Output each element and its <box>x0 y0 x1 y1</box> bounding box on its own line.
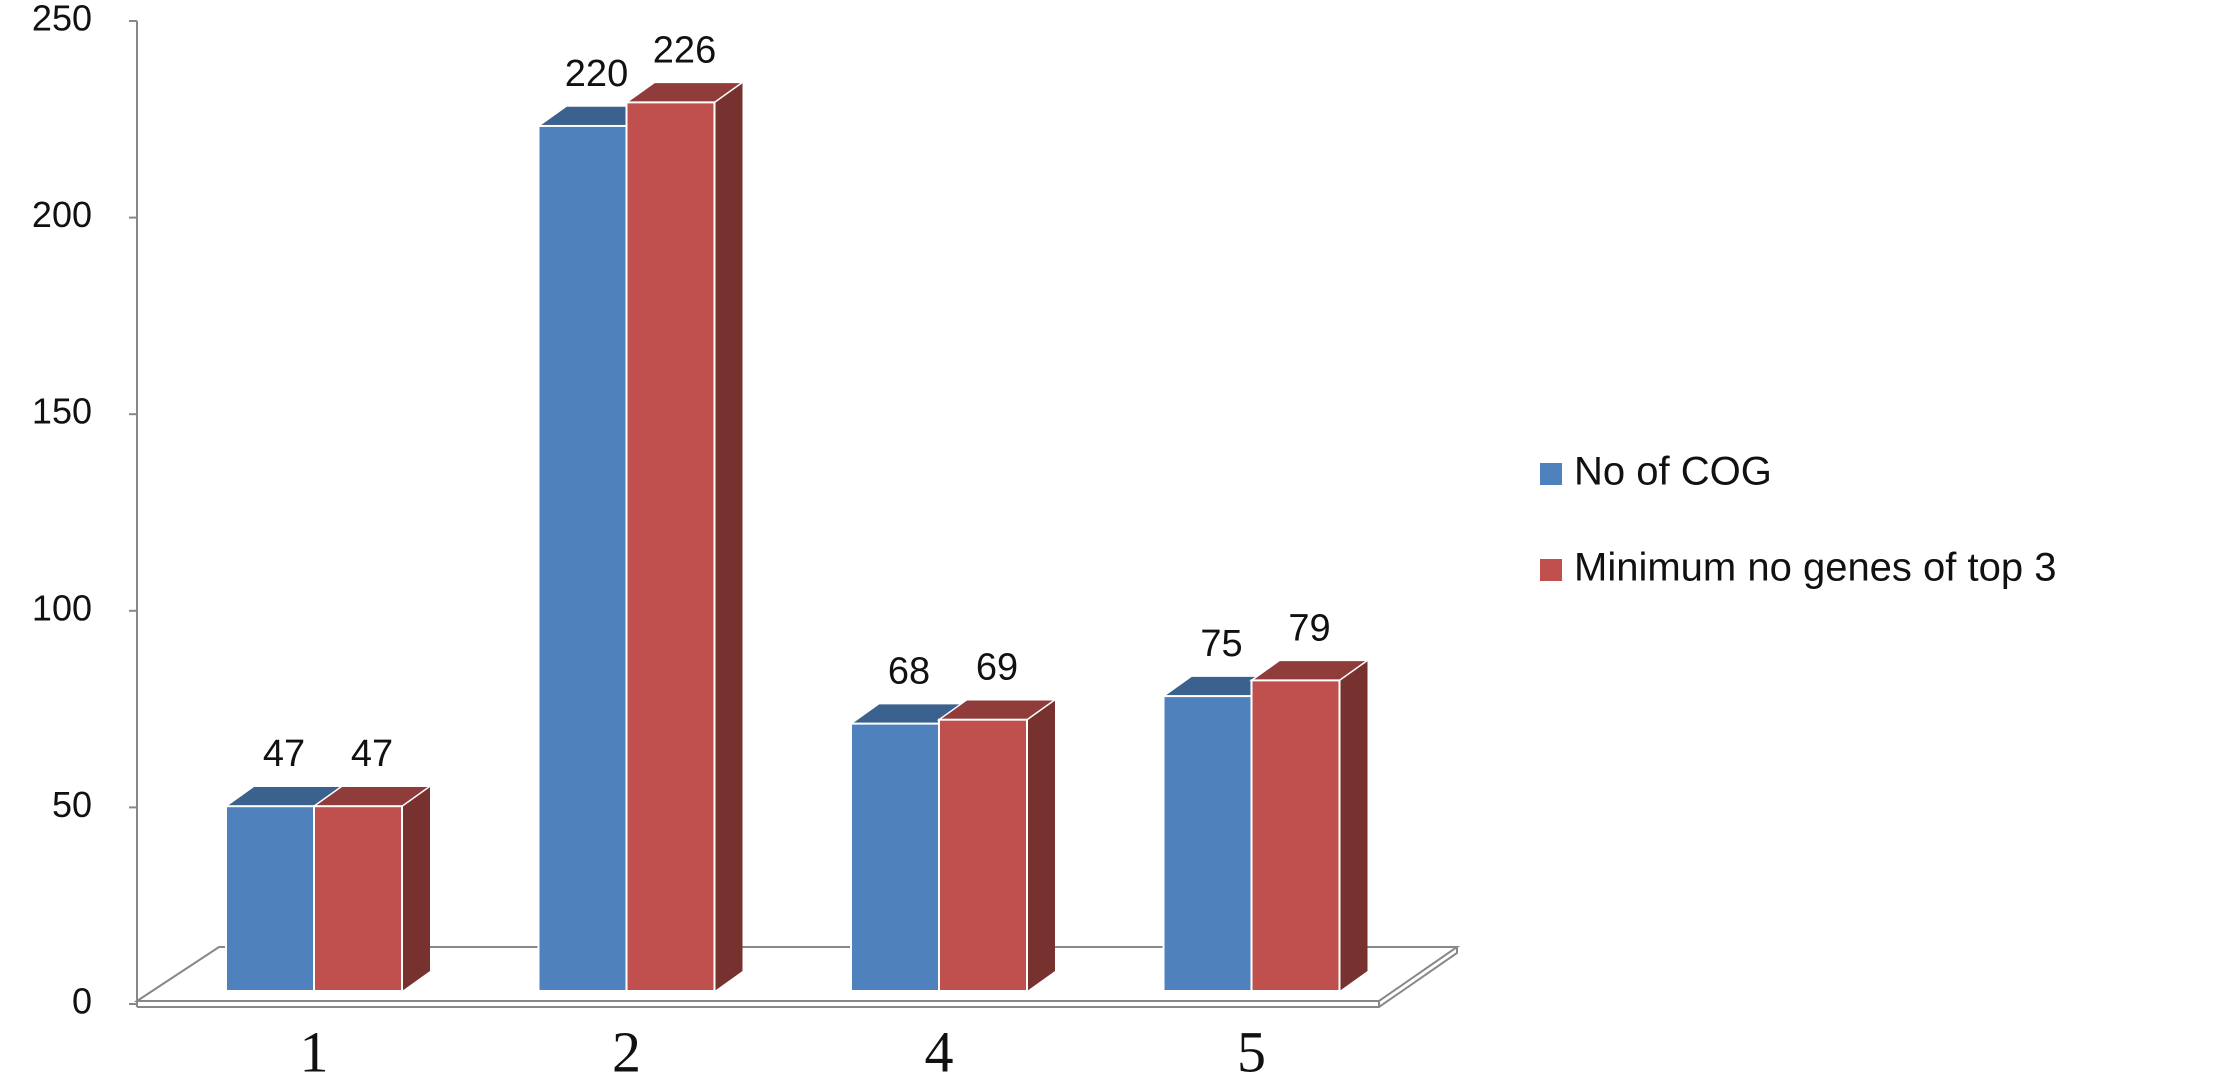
value-label: 79 <box>1288 607 1330 649</box>
value-label: 69 <box>976 647 1018 689</box>
value-label: 220 <box>565 53 628 95</box>
value-label: 75 <box>1200 623 1242 665</box>
value-label: 47 <box>351 733 393 775</box>
legend-label: Minimum no genes of top 3 <box>1574 546 2056 590</box>
y-tick-label: 200 <box>32 194 92 235</box>
bar-side <box>1027 699 1055 991</box>
y-tick-label: 150 <box>32 391 92 432</box>
value-label: 68 <box>888 651 930 693</box>
bar <box>1250 679 1341 992</box>
legend-swatch <box>1540 559 1562 581</box>
bar-side <box>714 82 743 992</box>
y-tick-label: 250 <box>32 0 92 39</box>
bar <box>225 805 315 992</box>
x-tick-label: 5 <box>1237 1019 1266 1084</box>
value-label: 47 <box>263 733 305 775</box>
y-tick-label: 50 <box>52 784 92 825</box>
y-tick-label: 100 <box>32 587 92 628</box>
x-tick-label: 2 <box>612 1019 641 1084</box>
floor-edge <box>137 947 1458 1008</box>
bar <box>313 805 403 992</box>
bar <box>625 101 716 993</box>
y-tick-label: 0 <box>72 981 92 1022</box>
bar <box>1162 695 1253 992</box>
floor <box>133 946 1461 1008</box>
legend-swatch <box>1540 463 1562 485</box>
x-tick-label: 1 <box>300 1019 329 1084</box>
bar <box>938 718 1028 993</box>
bar <box>850 722 940 993</box>
legend-label: No of COG <box>1574 450 1772 494</box>
value-label: 226 <box>653 29 716 71</box>
bar-side <box>402 786 430 991</box>
bar <box>537 124 628 992</box>
bar-side <box>1339 660 1368 991</box>
x-tick-label: 4 <box>925 1019 954 1084</box>
